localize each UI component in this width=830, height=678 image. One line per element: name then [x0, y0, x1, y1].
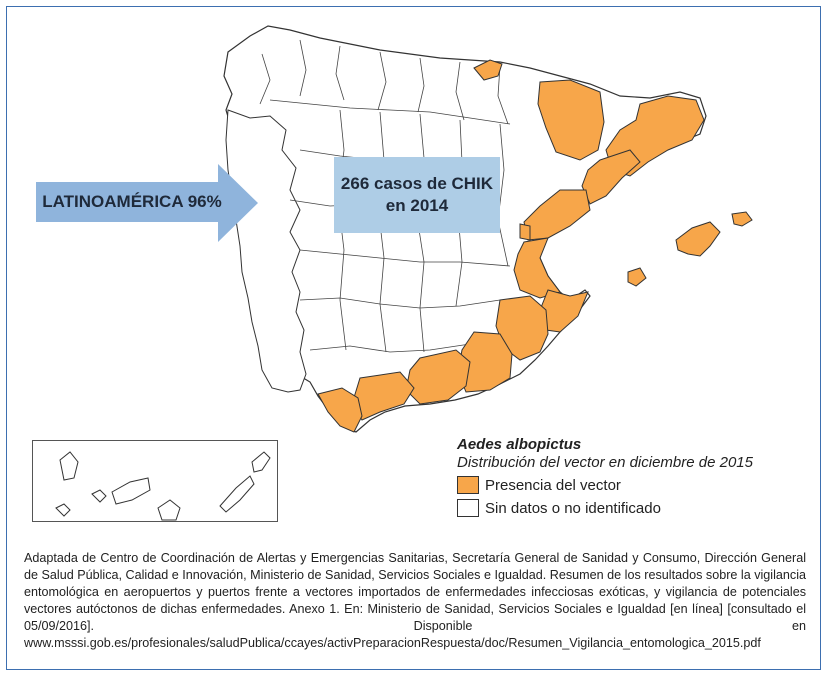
region-gipuzkoa [473, 59, 503, 81]
portugal-outline [225, 109, 307, 393]
source-caption: Adaptada de Centro de Coordinación de Al… [24, 551, 806, 650]
legend-label-presence: Presencia del vector [485, 476, 621, 494]
island-lanzarote [251, 451, 271, 473]
arrow-shape [36, 164, 258, 242]
region-cadiz [317, 387, 363, 433]
legend-swatch-presence [457, 476, 479, 494]
island-tenerife [111, 477, 151, 505]
island-la-gomera [91, 489, 107, 503]
figure-frame [6, 6, 821, 670]
legend-subtitle: Distribución del vector en diciembre de … [457, 454, 753, 471]
legend-item-presence: Presencia del vector [457, 476, 797, 494]
island-el-hierro [55, 503, 71, 517]
island-la-palma [59, 451, 79, 481]
cases-line-1: 266 casos de CHIK [340, 174, 494, 193]
cases-line-2: en 2014 [385, 196, 449, 215]
region-menorca [731, 211, 753, 227]
island-fuerteventura [219, 475, 255, 513]
legend-item-no-data: Sin datos o no identificado [457, 499, 797, 517]
region-granada [405, 349, 471, 405]
legend-species: Aedes albopictus [457, 436, 582, 453]
arrow-label: LATINOAMÉRICA 96% [42, 192, 222, 211]
province-borders [259, 39, 511, 353]
island-gran-canaria [157, 499, 181, 521]
region-tarragona-castellon [581, 149, 641, 205]
region-ibiza [627, 267, 647, 287]
canary-inset-frame [32, 440, 278, 522]
legend: Aedes albopictus Distribución del vector… [457, 436, 797, 517]
cases-box: 266 casos de CHIK en 2014 [334, 157, 500, 233]
region-teruel-edge [519, 223, 531, 241]
legend-swatch-no-data [457, 499, 479, 517]
presence-regions [317, 59, 753, 433]
region-mallorca [675, 221, 721, 257]
region-huesca [537, 79, 605, 161]
legend-label-no-data: Sin datos o no identificado [485, 499, 661, 517]
canary-islands [55, 451, 271, 521]
region-murcia [495, 295, 549, 361]
